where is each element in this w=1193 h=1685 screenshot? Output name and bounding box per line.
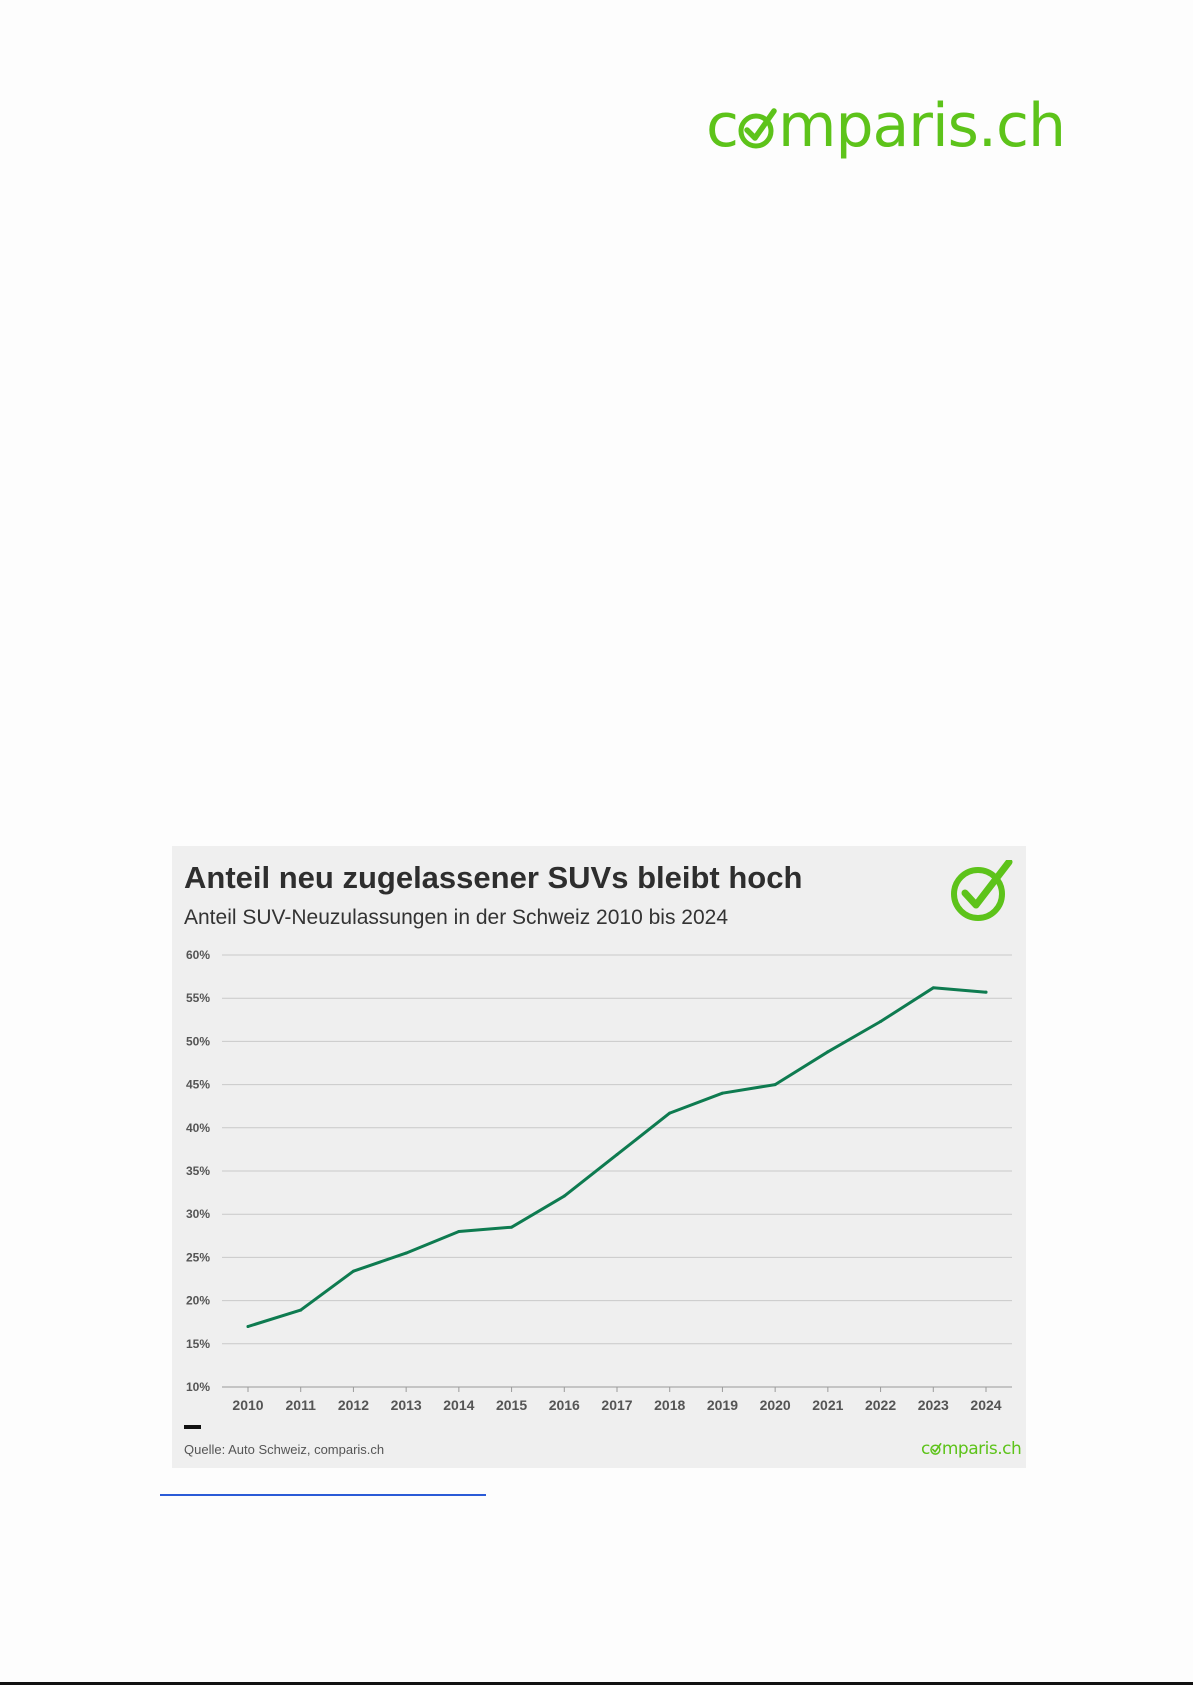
data-point — [773, 1083, 777, 1087]
footnote-separator — [160, 1494, 486, 1496]
chart-subtitle: Anteil SUV-Neuzulassungen in der Schweiz… — [184, 906, 729, 929]
logo-check-o-icon — [738, 108, 777, 149]
x-tick-label: 2013 — [391, 1397, 422, 1413]
x-tick-label: 2010 — [232, 1397, 263, 1413]
line-chart: 10% 15% 20% 25% 30% 35% 40% 45% 50% 55% 60% 2010 201… — [186, 948, 1012, 1413]
source-note: Quelle: Auto Schweiz, comparis.ch — [184, 1442, 385, 1457]
page-bottom-rule — [0, 1682, 1193, 1685]
check-badge-icon — [951, 860, 1013, 921]
data-point — [246, 1325, 250, 1329]
data-point — [404, 1251, 408, 1255]
footer-logo-check-o-icon — [930, 1442, 942, 1455]
data-point — [826, 1050, 830, 1054]
data-point — [457, 1229, 461, 1233]
y-tick-label: 10% — [186, 1380, 210, 1394]
chart-card: Anteil neu zugelassener SUVs bleibt hoch… — [172, 846, 1026, 1468]
x-tick-label: 2023 — [918, 1397, 949, 1413]
y-tick-label: 35% — [186, 1164, 210, 1178]
y-tick-label: 60% — [186, 948, 210, 962]
y-tick-label: 20% — [186, 1294, 210, 1308]
data-point — [299, 1308, 303, 1312]
comparis-logo: c mparis.ch — [706, 88, 1066, 164]
y-tick-label: 45% — [186, 1078, 210, 1092]
y-tick-label: 55% — [186, 991, 210, 1005]
logo-text-end: mparis.ch — [778, 91, 1066, 161]
data-point — [510, 1225, 514, 1229]
y-tick-label: 40% — [186, 1121, 210, 1135]
legend-swatch — [184, 1425, 201, 1429]
x-tick-label: 2021 — [812, 1397, 843, 1413]
x-tick-label: 2015 — [496, 1397, 527, 1413]
chart-title: Anteil neu zugelassener SUVs bleibt hoch — [184, 860, 803, 895]
footer-logo-text-start: c — [921, 1439, 930, 1459]
x-tick-label: 2019 — [707, 1397, 738, 1413]
logo-text-start: c — [706, 91, 739, 161]
data-point — [720, 1091, 724, 1095]
series-line — [246, 986, 988, 1328]
x-tick-label: 2018 — [654, 1397, 685, 1413]
data-point — [562, 1194, 566, 1198]
y-tick-label: 50% — [186, 1034, 210, 1048]
data-point — [984, 990, 988, 994]
x-tick-label: 2022 — [865, 1397, 896, 1413]
x-tick-label: 2011 — [286, 1397, 317, 1413]
x-tick-label: 2014 — [443, 1397, 474, 1413]
x-tick-label: 2017 — [601, 1397, 632, 1413]
footer-comparis-logo: c mparis.ch — [921, 1439, 1022, 1459]
x-tick-label: 2024 — [970, 1397, 1001, 1413]
data-point — [931, 986, 935, 990]
data-point — [668, 1111, 672, 1115]
data-point — [351, 1269, 355, 1273]
data-point — [615, 1153, 619, 1157]
x-tick-label: 2012 — [338, 1397, 369, 1413]
y-tick-label: 30% — [186, 1207, 210, 1221]
data-point — [879, 1020, 883, 1024]
x-tick-label: 2016 — [549, 1397, 580, 1413]
x-tick-label: 2020 — [760, 1397, 791, 1413]
y-tick-label: 15% — [186, 1337, 210, 1351]
footer-logo-text-end: mparis.ch — [941, 1439, 1022, 1459]
y-tick-label: 25% — [186, 1250, 210, 1264]
